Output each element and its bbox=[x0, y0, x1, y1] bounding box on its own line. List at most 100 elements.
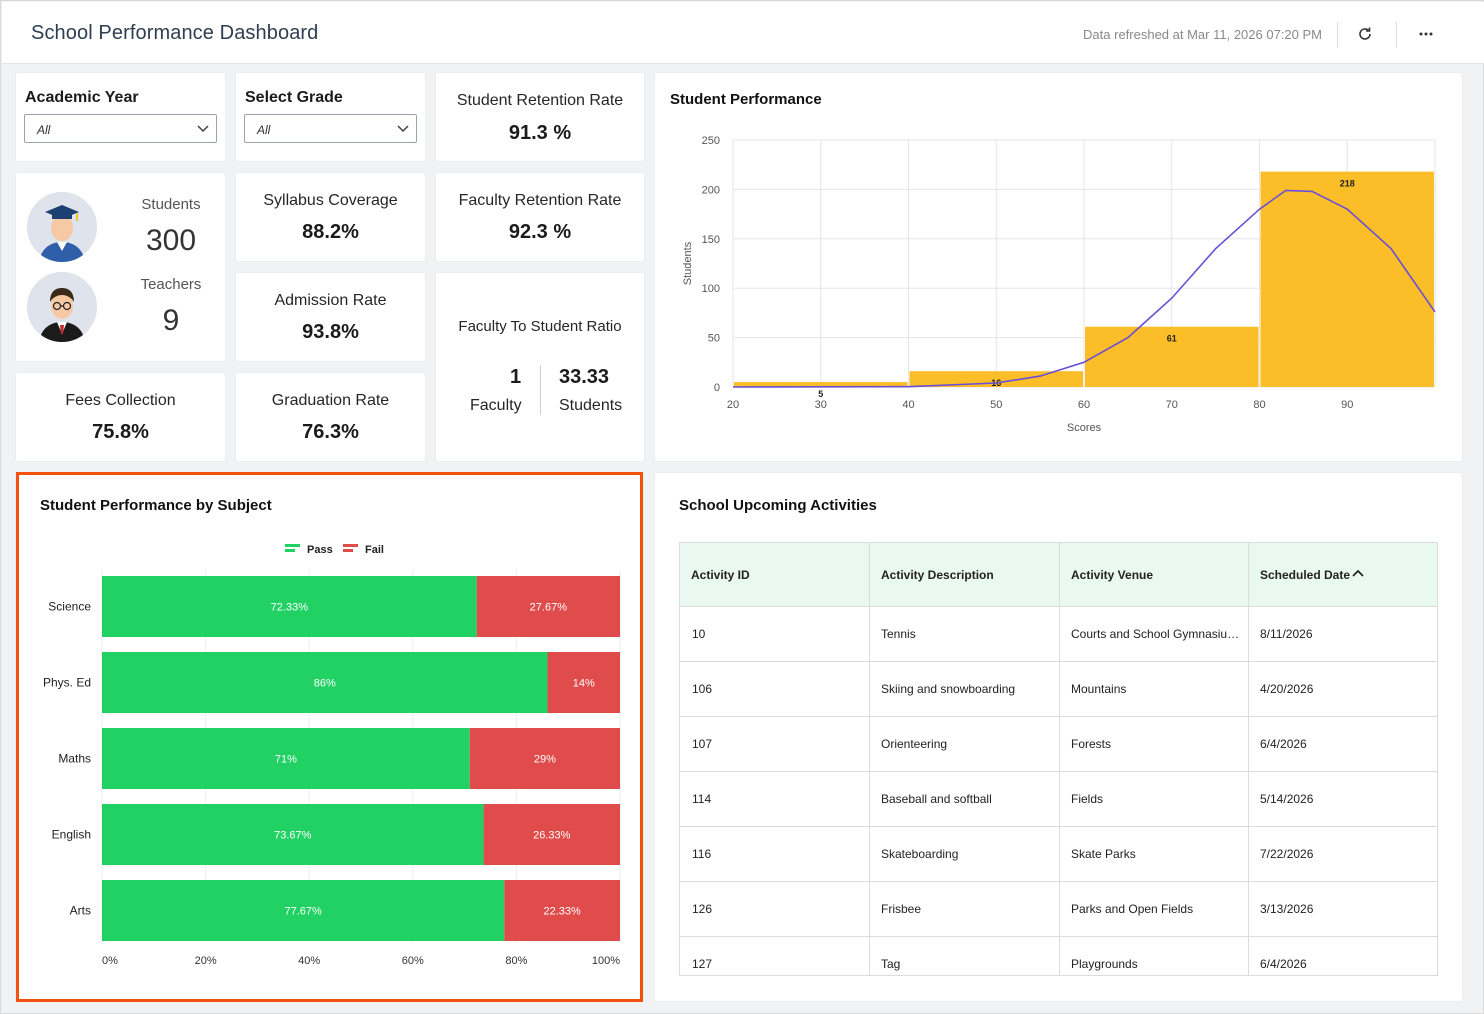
x-tick-label: 40% bbox=[298, 955, 320, 967]
fail-bar bbox=[547, 652, 620, 713]
student-performance-title: Student Performance bbox=[670, 91, 822, 108]
legend-marker bbox=[285, 544, 300, 547]
student-performance-card: Student Performance 20 30 40 50 60 70 80 90 0 50 1… bbox=[655, 73, 1462, 461]
academic-year-value: All bbox=[37, 123, 51, 137]
fees-collection-value: 75.8% bbox=[92, 421, 149, 443]
admission-rate-label: Admission Rate bbox=[274, 292, 387, 309]
graduation-rate-value: 76.3% bbox=[302, 421, 359, 443]
table-cell: Tag bbox=[881, 957, 901, 971]
distribution-curve bbox=[732, 189, 1436, 388]
column-header-venue[interactable]: Activity Venue bbox=[1071, 568, 1154, 582]
category-label: Maths bbox=[58, 752, 91, 766]
table-row[interactable]: 126 Frisbee Parks and Open Fields 3/13/2026 bbox=[680, 882, 1437, 937]
table-cell: 6/4/2026 bbox=[1260, 957, 1307, 971]
pass-data-label: 86% bbox=[314, 678, 336, 690]
histogram-bar bbox=[1260, 171, 1434, 387]
table-cell: 127 bbox=[692, 957, 713, 971]
column-header-scheduled-date[interactable]: Scheduled Date bbox=[1260, 568, 1351, 582]
teachers-count: 9 bbox=[162, 304, 180, 337]
fail-data-label: 26.33% bbox=[533, 830, 571, 842]
ratio-faculty-label: Faculty bbox=[470, 397, 522, 414]
chevron-down-icon bbox=[397, 125, 409, 133]
ratio-faculty-value: 1 bbox=[510, 366, 522, 388]
fail-bar bbox=[483, 804, 620, 865]
legend-label: Pass bbox=[307, 544, 333, 556]
table-cell: Fields bbox=[1071, 792, 1104, 806]
faculty-retention-card: Faculty Retention Rate 92.3 % bbox=[436, 173, 644, 261]
table-cell: Forests bbox=[1071, 737, 1112, 751]
table-cell: Skateboarding bbox=[881, 847, 959, 861]
table-cell: 10 bbox=[692, 627, 706, 641]
grade-select[interactable]: All bbox=[244, 114, 417, 143]
subject-performance-card: Student Performance by Subject Pass Fail S… bbox=[16, 473, 643, 1001]
academic-year-filter-card: Academic Year All bbox=[16, 73, 225, 161]
table-row[interactable]: 106 Skiing and snowboarding Mountains 4/20/… bbox=[680, 662, 1437, 717]
pass-bar bbox=[102, 576, 477, 637]
subject-performance-chart: Pass Fail Science 72.33% 27.67% Phys. Ed 86% 14… bbox=[43, 544, 621, 967]
refresh-icon[interactable] bbox=[1353, 22, 1377, 46]
teacher-avatar-icon bbox=[27, 272, 97, 342]
histogram-bar bbox=[909, 371, 1083, 387]
table-row[interactable]: 114 Baseball and softball Fields 5/14/2026 bbox=[680, 772, 1437, 827]
faculty-retention-value: 92.3 % bbox=[508, 221, 572, 243]
academic-year-select[interactable]: All bbox=[24, 114, 217, 143]
fail-bar bbox=[504, 880, 620, 941]
table-row[interactable]: 107 Orienteering Forests 6/4/2026 bbox=[680, 717, 1437, 772]
legend-marker bbox=[343, 544, 358, 547]
category-label: Phys. Ed bbox=[43, 676, 91, 690]
category-label: Science bbox=[48, 600, 91, 614]
table-row[interactable]: 10 Tennis Courts and School Gymnasiu… 8/11/… bbox=[680, 607, 1437, 662]
bar-data-label: 61 bbox=[1167, 334, 1177, 344]
fees-collection-card: Fees Collection 75.8% bbox=[16, 373, 225, 461]
x-tick-label: 90 bbox=[1341, 399, 1353, 411]
table-cell: 7/22/2026 bbox=[1260, 847, 1314, 861]
grade-value: All bbox=[257, 123, 271, 137]
table-cell: 126 bbox=[692, 902, 713, 916]
teachers-label: Teachers bbox=[140, 276, 202, 293]
y-tick-label: 50 bbox=[708, 333, 720, 345]
pass-bar bbox=[102, 804, 484, 865]
table-cell: 3/13/2026 bbox=[1260, 902, 1314, 916]
table-cell: 106 bbox=[692, 682, 713, 696]
selection-highlight bbox=[16, 472, 643, 1002]
student-avatar-icon bbox=[27, 192, 97, 262]
legend-marker bbox=[343, 549, 353, 552]
table-cell: 107 bbox=[692, 737, 713, 751]
column-header-activity-id[interactable]: Activity ID bbox=[691, 568, 750, 582]
students-label: Students bbox=[141, 196, 201, 213]
graduation-rate-card: Graduation Rate 76.3% bbox=[236, 373, 425, 461]
student-performance-chart: 20 30 40 50 60 70 80 9005010015020025051661218S… bbox=[682, 135, 1436, 434]
fail-data-label: 22.33% bbox=[544, 906, 582, 918]
table-cell: 6/4/2026 bbox=[1260, 737, 1307, 751]
grade-filter-card: Select Grade All bbox=[236, 73, 425, 161]
fail-data-label: 27.67% bbox=[530, 602, 568, 614]
chevron-up-icon[interactable] bbox=[1351, 567, 1365, 579]
table-cell: 114 bbox=[692, 792, 712, 806]
student-retention-label: Student Retention Rate bbox=[456, 92, 624, 109]
x-tick-label: 70 bbox=[1166, 399, 1178, 411]
header-divider bbox=[1396, 22, 1397, 48]
fail-data-label: 14% bbox=[573, 678, 595, 690]
syllabus-coverage-card: Syllabus Coverage 88.2% bbox=[236, 173, 425, 261]
fees-collection-label: Fees Collection bbox=[65, 392, 176, 409]
pass-data-label: 77.67% bbox=[285, 906, 323, 918]
people-card: Students 300 Teachers 9 bbox=[16, 173, 225, 361]
pass-bar bbox=[102, 652, 548, 713]
subject-performance-title: Student Performance by Subject bbox=[40, 497, 272, 514]
x-tick-label: 100% bbox=[592, 955, 620, 967]
pass-bar bbox=[102, 880, 505, 941]
pass-bar bbox=[102, 728, 470, 789]
table-row[interactable]: 116 Skateboarding Skate Parks 7/22/2026 bbox=[680, 827, 1437, 882]
table-cell: Courts and School Gymnasiu… bbox=[1071, 627, 1240, 641]
y-tick-label: 200 bbox=[702, 184, 720, 196]
column-header-description[interactable]: Activity Description bbox=[881, 568, 994, 582]
pass-data-label: 73.67% bbox=[274, 830, 312, 842]
y-tick-label: 0 bbox=[714, 382, 720, 394]
table-cell: 116 bbox=[692, 847, 712, 861]
ratio-divider bbox=[540, 365, 541, 415]
refresh-timestamp: Data refreshed at Mar 11, 2026 07:20 PM bbox=[1083, 27, 1322, 42]
more-horizontal-icon[interactable] bbox=[1414, 22, 1438, 46]
fail-data-label: 29% bbox=[534, 754, 556, 766]
activities-title: School Upcoming Activities bbox=[679, 497, 877, 514]
students-count: 300 bbox=[145, 224, 197, 257]
